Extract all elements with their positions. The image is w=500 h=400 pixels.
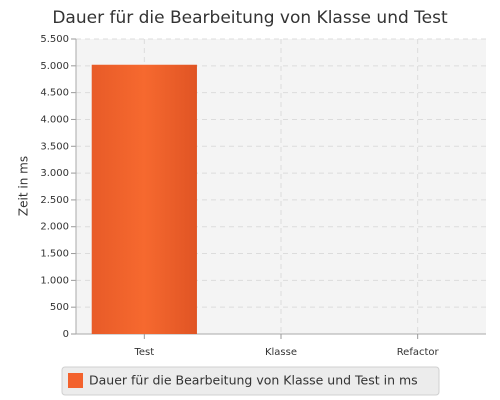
- bar: [91, 64, 197, 334]
- legend-box: [61, 366, 440, 396]
- chart-title: Dauer für die Bearbeitung von Klasse und…: [52, 8, 448, 28]
- legend-label: Dauer für die Bearbeitung von Klasse und…: [89, 373, 418, 388]
- x-tick-label: Refactor: [397, 347, 440, 358]
- y-tick-label: 2.000: [40, 222, 69, 233]
- y-tick-label: 1.500: [40, 249, 69, 260]
- y-tick-label: 4.500: [40, 88, 69, 99]
- x-tick-label: Klasse: [265, 347, 297, 358]
- y-tick-label: 5.500: [40, 34, 69, 45]
- y-tick-label: 1.000: [40, 275, 69, 286]
- y-tick-label: 4.000: [40, 114, 69, 125]
- y-tick-label: 2.500: [40, 195, 69, 206]
- y-tick-label: 0: [63, 329, 69, 340]
- x-tick-label: Test: [133, 347, 154, 358]
- y-tick-label: 3.500: [40, 141, 69, 152]
- y-axis-label: Zeit in ms: [17, 156, 31, 216]
- y-tick-label: 5.000: [40, 61, 69, 72]
- legend-swatch: [68, 373, 83, 388]
- y-tick-label: 500: [50, 302, 69, 313]
- y-tick-label: 3.000: [40, 168, 69, 179]
